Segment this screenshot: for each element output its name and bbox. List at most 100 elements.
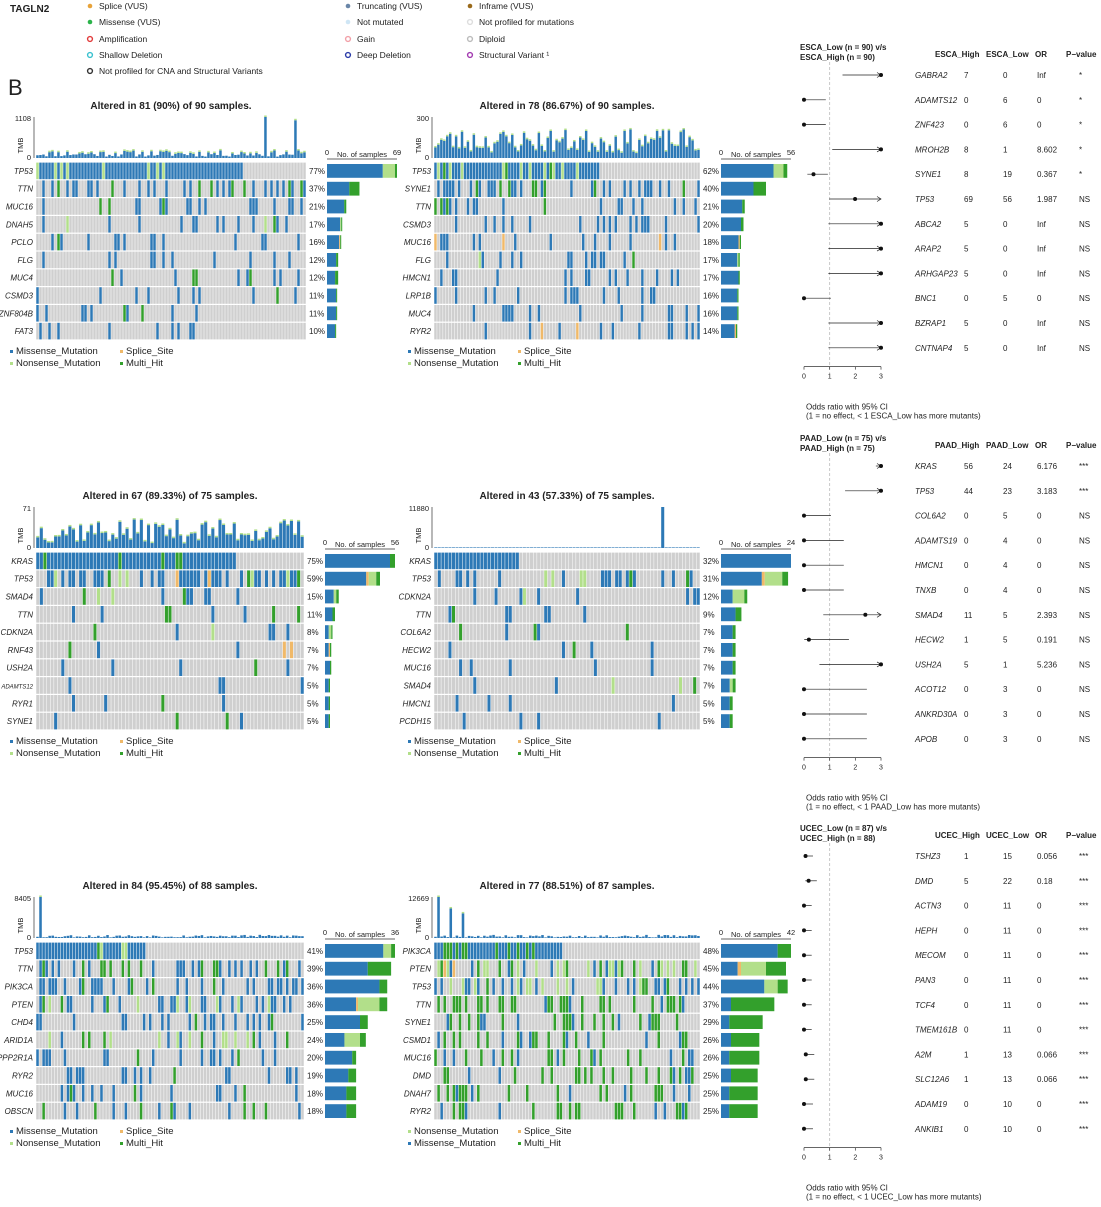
tmb-bar xyxy=(243,934,246,938)
tmb-bar-cap xyxy=(611,150,614,153)
mutation-cell xyxy=(243,1067,246,1084)
mutation-cell xyxy=(127,996,131,1013)
mutation-cell xyxy=(206,996,210,1013)
mutation-cell xyxy=(638,233,641,251)
mutation-cell xyxy=(147,606,151,623)
tmb-bar xyxy=(276,156,279,158)
mutation-cell xyxy=(82,659,86,676)
mutation-cell xyxy=(257,641,261,659)
tmb-bar xyxy=(141,151,144,158)
mutation-cell xyxy=(551,641,555,659)
mutation-cell xyxy=(164,942,167,960)
mutation-cell xyxy=(635,269,638,286)
mutation-cell xyxy=(657,570,661,587)
tmb-bar xyxy=(293,534,297,548)
mutation-cell xyxy=(78,1067,82,1084)
mutation-cell xyxy=(555,216,558,233)
mutation-cell xyxy=(514,233,517,251)
mutation-cell xyxy=(135,305,138,322)
mutation-cell xyxy=(579,269,582,286)
tmb-bar xyxy=(466,141,470,158)
tmb-bar-cap xyxy=(162,150,165,152)
mutation-cell xyxy=(168,659,172,676)
mutation-cell xyxy=(171,216,174,233)
mutation-cell xyxy=(63,305,66,322)
mutation-cell xyxy=(469,251,473,269)
mutation-cell xyxy=(239,623,244,641)
mutation-cell xyxy=(673,251,677,269)
mutation-cell xyxy=(459,712,463,730)
mutation-cell xyxy=(466,623,470,641)
mutation-cell xyxy=(587,322,591,340)
mutation-cell xyxy=(276,322,279,340)
mutation-cell xyxy=(282,1049,286,1066)
mutation-cell xyxy=(48,251,51,269)
mutation-cell xyxy=(285,251,288,269)
mutation-cell xyxy=(114,695,118,712)
mutation-cell xyxy=(201,251,204,269)
mutation-cell xyxy=(441,606,445,623)
mutation-cell xyxy=(268,677,272,694)
mutation-cell xyxy=(493,251,496,269)
tmb-bar-cap xyxy=(186,534,190,537)
tmb-bar xyxy=(78,936,82,938)
mutation-cell xyxy=(157,712,161,730)
mutation-cell xyxy=(289,588,294,605)
mutation-cell xyxy=(661,269,665,286)
mutation-cell xyxy=(285,233,288,251)
mutation-cell xyxy=(39,588,43,605)
mutation-cell xyxy=(522,287,526,304)
mutation-cell xyxy=(626,216,629,233)
mutation-cell xyxy=(501,606,505,623)
mutation-cell xyxy=(164,623,168,641)
tmb-bar-cap xyxy=(537,131,541,134)
mutation-cell xyxy=(93,198,96,215)
mutation-cell xyxy=(168,606,172,623)
mutation-cell xyxy=(554,552,558,570)
tmb-bar-cap xyxy=(57,534,61,537)
mutation-cell xyxy=(647,641,651,659)
mutation-cell xyxy=(136,659,140,676)
mutation-cell xyxy=(611,251,615,269)
mutation-cell xyxy=(239,677,244,694)
mutation-cell xyxy=(125,695,129,712)
mutation-cell xyxy=(182,659,186,676)
mutation-cell xyxy=(87,180,90,197)
mutation-cell xyxy=(179,641,183,659)
mutation-cell xyxy=(590,180,594,197)
mutation-cell xyxy=(476,623,480,641)
mutation-cell xyxy=(143,552,147,570)
tmb-bar-cap xyxy=(182,541,186,544)
mutation-cell xyxy=(567,322,570,340)
mutation-cell xyxy=(276,942,280,960)
mutation-cell xyxy=(132,606,136,623)
mutation-cell xyxy=(525,269,529,286)
mutation-cell xyxy=(107,606,111,623)
oncoplot-panel: Altered in 84 (95.45%) of 88 samples.840… xyxy=(0,881,399,1149)
mutation-cell xyxy=(237,1031,240,1049)
mutation-cell xyxy=(608,198,612,215)
mutation-cell xyxy=(222,251,225,269)
mutation-cell xyxy=(565,695,569,712)
mutation-cell xyxy=(689,570,693,587)
tmb-bar xyxy=(576,547,580,548)
mutation-cell xyxy=(617,251,620,269)
mutation-cell xyxy=(526,712,530,730)
mutation-cell xyxy=(626,180,629,197)
mutation-cell xyxy=(615,552,619,570)
mutation-cell xyxy=(526,641,530,659)
mutation-cell xyxy=(273,180,276,197)
mutation-cell xyxy=(179,623,183,641)
mutation-cell xyxy=(66,251,69,269)
tmb-bar xyxy=(111,534,115,548)
tmb-bar-cap xyxy=(222,523,226,525)
sample-count-bar xyxy=(327,324,336,338)
mutation-cell xyxy=(602,251,606,269)
mutation-cell xyxy=(593,305,597,322)
mutation-cell xyxy=(93,233,96,251)
mutation-cell xyxy=(75,712,79,730)
sample-count-bar xyxy=(721,253,738,267)
sample-count-bar xyxy=(325,714,329,728)
mutation-cell xyxy=(279,287,282,304)
mutation-cell xyxy=(444,659,448,676)
